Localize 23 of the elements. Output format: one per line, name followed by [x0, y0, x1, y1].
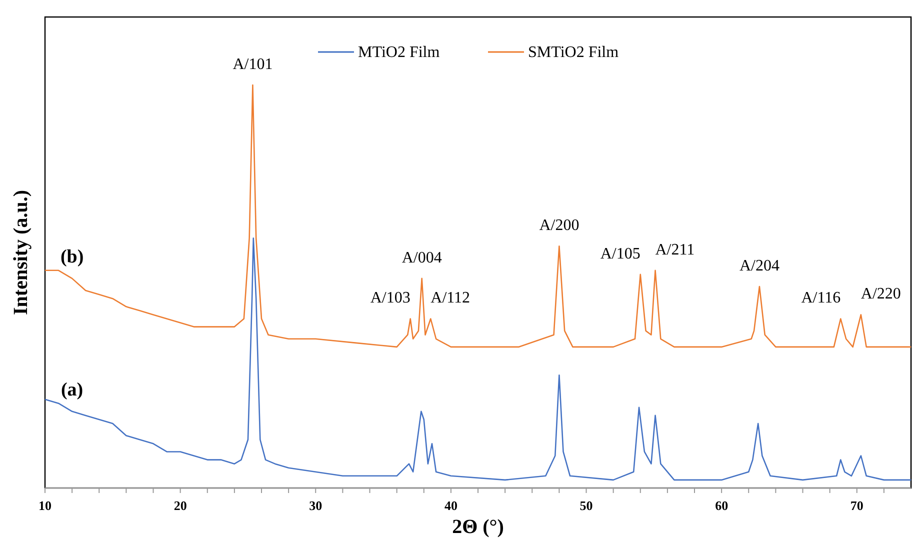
- x-tick-label: 60: [715, 498, 728, 513]
- annotation: A/004: [402, 249, 442, 266]
- x-tick-label: 10: [38, 498, 52, 513]
- x-tick-label: 20: [174, 498, 187, 513]
- x-tick-label: 30: [309, 498, 322, 513]
- annotation: (b): [60, 246, 84, 268]
- annotation: A/211: [655, 241, 695, 258]
- x-axis-title: 2Θ (°): [452, 516, 504, 538]
- x-tick-label: 70: [850, 498, 864, 513]
- annotation: A/204: [739, 258, 780, 274]
- annotation: A/220: [860, 286, 901, 303]
- annotation: A/101: [232, 56, 273, 73]
- annotation: A/105: [600, 245, 640, 262]
- annotation: A/116: [801, 290, 841, 307]
- annotation: A/112: [430, 290, 470, 307]
- legend-label: SMTiO2 Film: [528, 44, 620, 61]
- annotation: A/200: [539, 217, 580, 234]
- legend-label: MTiO2 Film: [358, 44, 440, 61]
- annotation: (a): [60, 379, 84, 400]
- x-tick-label: 40: [444, 498, 458, 513]
- y-axis-title: Intensity (a.u.): [10, 190, 32, 316]
- annotation: A/103: [370, 290, 410, 307]
- x-tick-label: 50: [580, 498, 593, 513]
